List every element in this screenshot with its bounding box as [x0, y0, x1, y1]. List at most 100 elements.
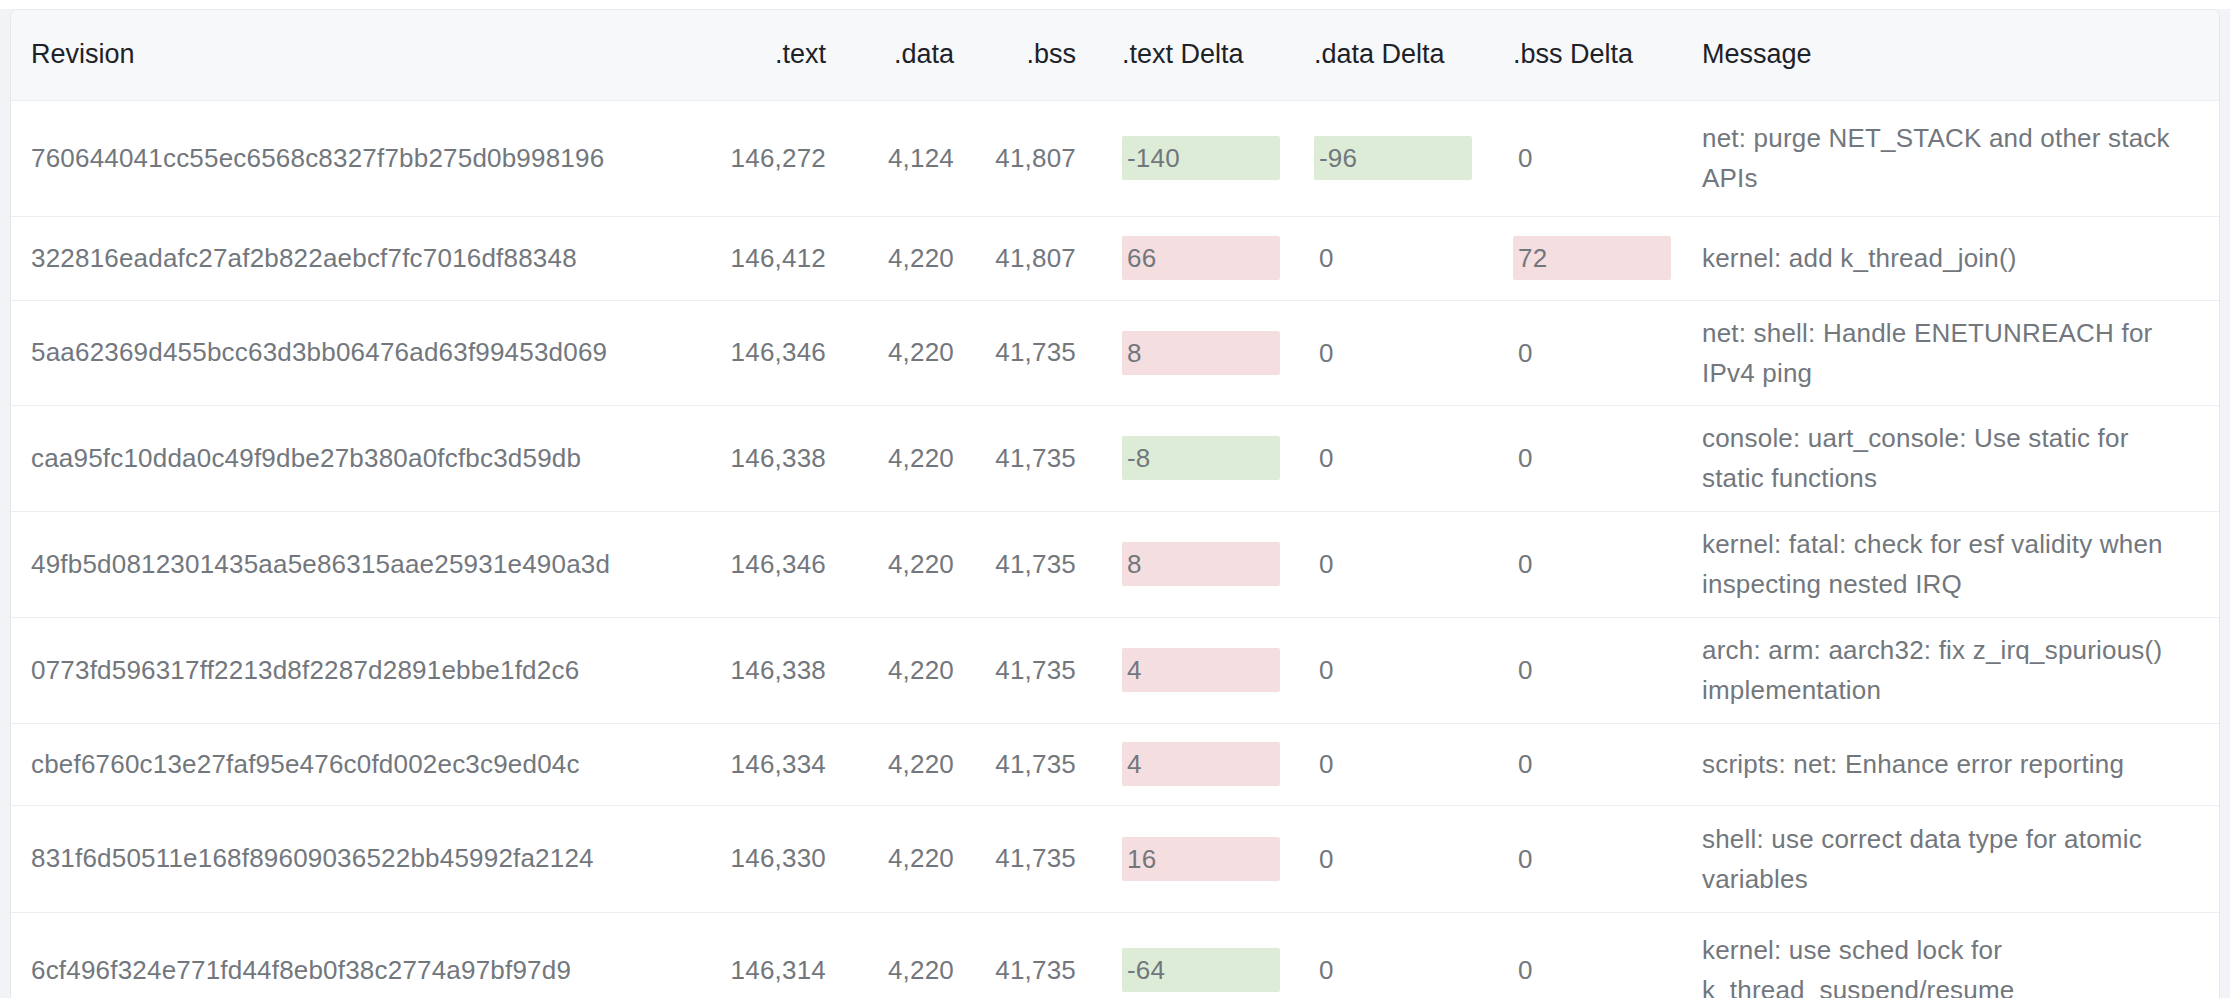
delta-badge: 0 — [1513, 837, 1671, 881]
data-size-cell: 4,220 — [826, 805, 954, 912]
text-size-cell: 146,314 — [711, 912, 826, 998]
message-cell: console: uart_console: Use static for st… — [1669, 405, 2219, 511]
table-row: 49fb5d0812301435aa5e86315aae25931e490a3d… — [11, 511, 2219, 617]
delta-badge: 8 — [1122, 542, 1280, 586]
data-delta-cell: 0 — [1269, 300, 1469, 405]
column-header-message: Message — [1669, 10, 2219, 100]
data-delta-cell: 0 — [1269, 723, 1469, 805]
bss-size-cell: 41,735 — [954, 912, 1076, 998]
bss-delta-cell: 0 — [1469, 617, 1669, 723]
delta-badge: 72 — [1513, 236, 1671, 280]
message-cell: kernel: use sched lock for k_thread_susp… — [1669, 912, 2219, 998]
message-cell: net: purge NET_STACK and other stack API… — [1669, 100, 2219, 216]
data-size-cell: 4,220 — [826, 617, 954, 723]
bss-delta-cell: 0 — [1469, 100, 1669, 216]
delta-badge: 0 — [1314, 436, 1472, 480]
delta-badge: 0 — [1513, 648, 1671, 692]
message-cell: kernel: add k_thread_join() — [1669, 216, 2219, 300]
delta-badge: 0 — [1314, 948, 1472, 992]
table-row: 760644041cc55ec6568c8327f7bb275d0b998196… — [11, 100, 2219, 216]
delta-badge: 16 — [1122, 837, 1280, 881]
data-size-cell: 4,220 — [826, 912, 954, 998]
page-top-margin — [0, 0, 2230, 9]
text-delta-cell: 66 — [1076, 216, 1269, 300]
revision-cell: 5aa62369d455bcc63d3bb06476ad63f99453d069 — [11, 300, 711, 405]
text-size-cell: 146,338 — [711, 617, 826, 723]
data-size-cell: 4,124 — [826, 100, 954, 216]
revision-cell: 0773fd596317ff2213d8f2287d2891ebbe1fd2c6 — [11, 617, 711, 723]
message-cell: kernel: fatal: check for esf validity wh… — [1669, 511, 2219, 617]
bss-size-cell: 41,735 — [954, 805, 1076, 912]
delta-badge: -140 — [1122, 136, 1280, 180]
bss-size-cell: 41,735 — [954, 511, 1076, 617]
text-size-cell: 146,346 — [711, 511, 826, 617]
table-row: cbef6760c13e27faf95e476c0fd002ec3c9ed04c… — [11, 723, 2219, 805]
revision-cell: 49fb5d0812301435aa5e86315aae25931e490a3d — [11, 511, 711, 617]
delta-badge: 0 — [1513, 542, 1671, 586]
bss-size-cell: 41,735 — [954, 300, 1076, 405]
bss-size-cell: 41,735 — [954, 405, 1076, 511]
revision-cell: 322816eadafc27af2b822aebcf7fc7016df88348 — [11, 216, 711, 300]
revision-size-table: Revision .text .data .bss .text Delta .d… — [11, 10, 2219, 998]
revision-size-table-card[interactable]: Revision .text .data .bss .text Delta .d… — [10, 9, 2220, 998]
bss-delta-cell: 0 — [1469, 405, 1669, 511]
delta-badge: 0 — [1314, 331, 1472, 375]
delta-badge: 0 — [1314, 837, 1472, 881]
data-size-cell: 4,220 — [826, 511, 954, 617]
column-header-text: .text — [711, 10, 826, 100]
text-size-cell: 146,272 — [711, 100, 826, 216]
data-size-cell: 4,220 — [826, 405, 954, 511]
revision-cell: caa95fc10dda0c49f9dbe27b380a0fcfbc3d59db — [11, 405, 711, 511]
data-size-cell: 4,220 — [826, 216, 954, 300]
delta-badge: 4 — [1122, 648, 1280, 692]
bss-delta-cell: 0 — [1469, 805, 1669, 912]
column-header-data-delta: .data Delta — [1269, 10, 1469, 100]
data-delta-cell: 0 — [1269, 617, 1469, 723]
column-header-bss-delta: .bss Delta — [1469, 10, 1669, 100]
delta-badge: 0 — [1314, 542, 1472, 586]
delta-badge: 0 — [1513, 331, 1671, 375]
delta-badge: 8 — [1122, 331, 1280, 375]
text-size-cell: 146,330 — [711, 805, 826, 912]
text-delta-cell: -8 — [1076, 405, 1269, 511]
data-delta-cell: 0 — [1269, 216, 1469, 300]
table-row: 322816eadafc27af2b822aebcf7fc7016df88348… — [11, 216, 2219, 300]
bss-size-cell: 41,735 — [954, 617, 1076, 723]
bss-delta-cell: 0 — [1469, 912, 1669, 998]
text-size-cell: 146,412 — [711, 216, 826, 300]
bss-delta-cell: 0 — [1469, 723, 1669, 805]
delta-badge: 4 — [1122, 742, 1280, 786]
revision-cell: 760644041cc55ec6568c8327f7bb275d0b998196 — [11, 100, 711, 216]
column-header-revision: Revision — [11, 10, 711, 100]
column-header-text-delta: .text Delta — [1076, 10, 1269, 100]
delta-badge: 0 — [1513, 136, 1671, 180]
data-delta-cell: 0 — [1269, 912, 1469, 998]
table-row: 0773fd596317ff2213d8f2287d2891ebbe1fd2c6… — [11, 617, 2219, 723]
bss-size-cell: 41,735 — [954, 723, 1076, 805]
text-delta-cell: 4 — [1076, 617, 1269, 723]
delta-badge: 0 — [1314, 648, 1472, 692]
table-header-row: Revision .text .data .bss .text Delta .d… — [11, 10, 2219, 100]
text-size-cell: 146,338 — [711, 405, 826, 511]
column-header-bss: .bss — [954, 10, 1076, 100]
data-delta-cell: 0 — [1269, 511, 1469, 617]
delta-badge: 0 — [1513, 742, 1671, 786]
revision-cell: cbef6760c13e27faf95e476c0fd002ec3c9ed04c — [11, 723, 711, 805]
data-delta-cell: 0 — [1269, 405, 1469, 511]
data-size-cell: 4,220 — [826, 723, 954, 805]
text-delta-cell: -140 — [1076, 100, 1269, 216]
delta-badge: 0 — [1314, 236, 1472, 280]
message-cell: arch: arm: aarch32: fix z_irq_spurious()… — [1669, 617, 2219, 723]
revision-cell: 831f6d50511e168f89609036522bb45992fa2124 — [11, 805, 711, 912]
delta-badge: 0 — [1513, 436, 1671, 480]
text-size-cell: 146,334 — [711, 723, 826, 805]
bss-delta-cell: 72 — [1469, 216, 1669, 300]
delta-badge: -64 — [1122, 948, 1280, 992]
table-row: 831f6d50511e168f89609036522bb45992fa2124… — [11, 805, 2219, 912]
table-row: caa95fc10dda0c49f9dbe27b380a0fcfbc3d59db… — [11, 405, 2219, 511]
data-delta-cell: -96 — [1269, 100, 1469, 216]
column-header-data: .data — [826, 10, 954, 100]
table-row: 6cf496f324e771fd44f8eb0f38c2774a97bf97d9… — [11, 912, 2219, 998]
data-size-cell: 4,220 — [826, 300, 954, 405]
table-row: 5aa62369d455bcc63d3bb06476ad63f99453d069… — [11, 300, 2219, 405]
